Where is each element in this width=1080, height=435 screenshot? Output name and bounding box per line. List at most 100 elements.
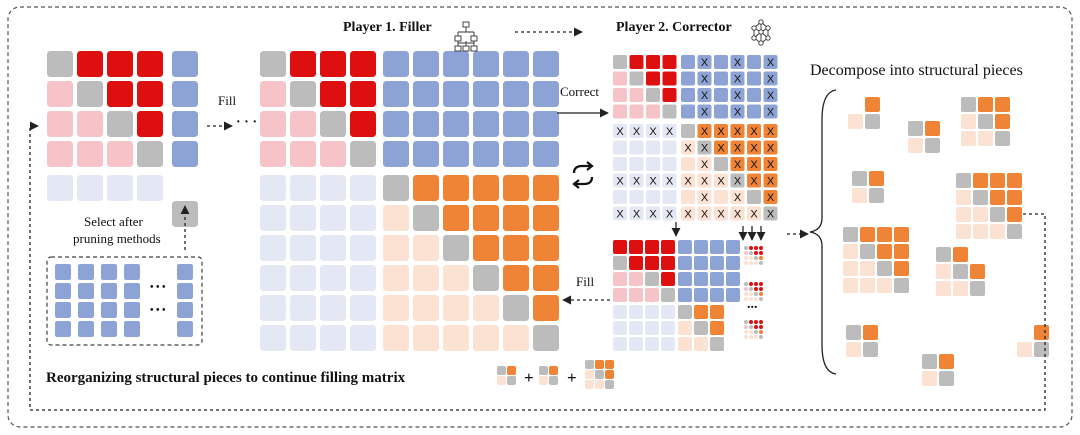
- thumbnail-cell: [744, 320, 748, 324]
- corrector-matrix-cell: [697, 190, 712, 204]
- corrector-matrix-cell: [629, 104, 644, 119]
- filler-matrix-cell: [350, 141, 376, 167]
- filler-matrix-cell: [413, 235, 439, 261]
- x-mark: X: [616, 208, 624, 220]
- corrector-matrix-cell: [747, 173, 761, 188]
- x-mark: X: [767, 126, 775, 138]
- left-matrix-cell: [137, 141, 163, 167]
- x-mark: X: [767, 73, 775, 85]
- structural-piece-cell: [894, 244, 909, 259]
- filler-matrix-cell: [533, 141, 559, 167]
- corrector-matrix-cell: [613, 140, 627, 155]
- left-matrix-cell: [107, 51, 133, 77]
- thumbnail-cell: [754, 287, 758, 291]
- x-mark: X: [734, 159, 742, 171]
- filler-matrix-cell: [533, 235, 559, 261]
- left-matrix-cell: [47, 81, 73, 107]
- corrector-matrix-cell: [646, 55, 660, 69]
- thumbnail-cell: [754, 325, 758, 329]
- x-mark: X: [717, 142, 725, 154]
- structural-piece-cell: [936, 264, 951, 279]
- refill-matrix-cell: [629, 256, 643, 270]
- player2-title: Player 2. Corrector: [616, 20, 732, 35]
- structural-piece-cell: [953, 264, 968, 279]
- refill-matrix-cell: [678, 321, 692, 335]
- grouping-brace: [809, 89, 837, 375]
- refill-matrix-cell: [710, 288, 724, 302]
- filler-matrix-cell: [320, 51, 346, 77]
- corrector-matrix-cell: [613, 124, 627, 138]
- structural-piece-cell: [1007, 190, 1022, 205]
- filler-matrix-cell: [290, 325, 316, 351]
- left-matrix-cell: [107, 175, 133, 201]
- fill-left-label: Fill: [218, 93, 237, 108]
- filler-matrix-cell: [413, 295, 439, 321]
- corrector-matrix-cell: [681, 55, 695, 69]
- structural-piece-cell: [852, 188, 867, 203]
- corrector-matrix-cell: [629, 88, 644, 102]
- x-mark: X: [633, 126, 641, 138]
- x-mark: X: [734, 175, 742, 187]
- formula-piece-cell: [549, 366, 558, 375]
- corrector-matrix-cell: [714, 190, 728, 204]
- filler-matrix-cell: [350, 51, 376, 77]
- filler-matrix-cell: [533, 205, 559, 231]
- thumbnail-cell: [759, 297, 763, 301]
- filler-matrix-cell: [533, 51, 559, 77]
- structural-piece-cell: [877, 278, 892, 293]
- filler-matrix-cell: [413, 51, 439, 77]
- filler-matrix-cell: [350, 205, 376, 231]
- structural-piece-cell: [865, 114, 880, 129]
- filler-matrix-cell: [443, 205, 469, 231]
- filler-matrix-cell: [320, 111, 346, 137]
- filler-matrix-cell: [443, 51, 469, 77]
- filler-matrix-cell: [443, 295, 469, 321]
- refill-matrix-cell: [629, 240, 643, 254]
- thumbnail-cell: [754, 246, 758, 250]
- left-matrix-cell: [137, 81, 163, 107]
- filler-matrix-cell: [260, 111, 286, 137]
- filler-matrix-cell: [320, 141, 346, 167]
- filler-matrix-cell: [533, 325, 559, 351]
- refill-matrix-cell: [694, 305, 708, 319]
- x-mark: X: [701, 106, 709, 118]
- corrector-matrix-cell: [747, 88, 761, 102]
- structural-piece-cell: [1034, 342, 1049, 357]
- corrector-matrix-cell: [681, 71, 695, 86]
- corrector-matrix-cell: [681, 88, 695, 102]
- thumbnail-cell: [749, 335, 753, 339]
- filler-matrix-cell: [260, 175, 286, 201]
- refill-matrix-cell: [726, 256, 740, 270]
- thumbnail-cell: [749, 297, 753, 301]
- thumbnail-cell: [749, 287, 753, 291]
- thumbnail-cell: [759, 292, 763, 296]
- refill-matrix-cell: [694, 321, 708, 335]
- refill-matrix-cell: [726, 288, 740, 302]
- x-mark: X: [701, 57, 709, 69]
- pool-column-cell: [101, 283, 117, 299]
- corrector-matrix-cell: [730, 88, 745, 102]
- outer-border: [7, 6, 1073, 428]
- refill-matrix-cell: [645, 337, 659, 351]
- corrector-matrix-cell: [730, 206, 745, 221]
- x-mark: X: [649, 208, 657, 220]
- structural-piece-cell: [978, 131, 993, 146]
- corrector-matrix-cell: [730, 104, 745, 119]
- x-mark: X: [767, 159, 775, 171]
- x-mark: X: [666, 208, 674, 220]
- pool-column-cell: [101, 321, 117, 337]
- filler-matrix-cell: [443, 81, 469, 107]
- structural-piece-cell: [953, 247, 968, 262]
- cycle-arrows-icon: [572, 161, 594, 189]
- corrector-matrix-cell: [662, 88, 677, 102]
- thumbnail-cell: [744, 246, 748, 250]
- refill-matrix-cell: [710, 305, 724, 319]
- corrector-matrix-cell: [697, 206, 712, 221]
- corrector-matrix-cell: [697, 173, 712, 188]
- corrector-matrix-cell: [697, 140, 712, 155]
- structural-piece-cell: [1034, 325, 1049, 340]
- filler-matrix-cell: [473, 141, 499, 167]
- thumbnail-cell: [749, 256, 753, 260]
- thumbnail-cell: [759, 330, 763, 334]
